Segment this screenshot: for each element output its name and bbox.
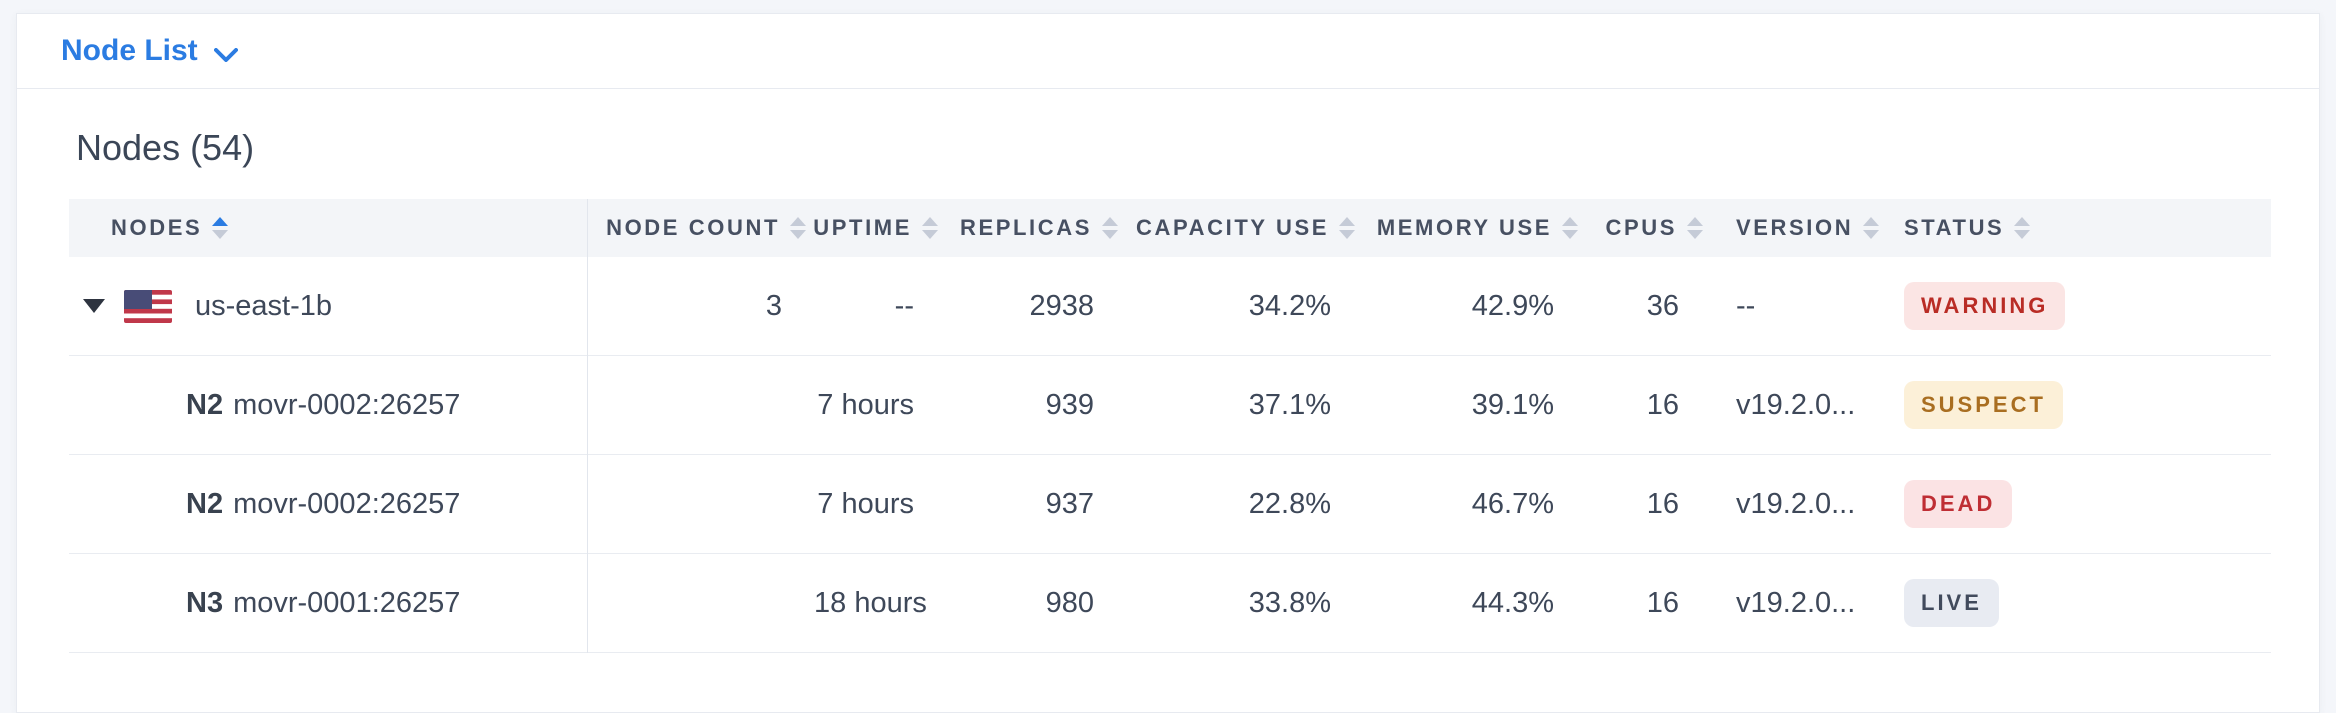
column-header-label: CPUS — [1605, 215, 1677, 240]
node-name-cell: N2 movr-0002:26257 — [69, 389, 587, 422]
sort-icon — [212, 217, 229, 239]
column-header-nodes[interactable]: NODES — [69, 199, 587, 257]
version-cell: -- — [1736, 289, 1756, 322]
status-cell: DEAD — [1881, 480, 2271, 528]
node-id: N2 — [186, 388, 224, 421]
capacity-use-cell: 22.8% — [1248, 487, 1331, 520]
version-cell: v19.2.0... — [1736, 586, 1856, 619]
version-cell: v19.2.0... — [1736, 487, 1856, 520]
replicas-cell: 2938 — [1029, 289, 1094, 322]
column-header-label: UPTIME — [813, 215, 912, 240]
memory-use-cell: 42.9% — [1471, 289, 1554, 322]
region-name-cell: us-east-1b — [69, 289, 587, 323]
column-header-capacity-use[interactable]: CAPACITY USE — [1126, 199, 1363, 257]
status-badge: SUSPECT — [1904, 381, 2063, 429]
capacity-use-cell: 33.8% — [1248, 586, 1331, 619]
view-selector-bar: Node List — [17, 14, 2319, 89]
table-row-node[interactable]: N2 movr-0002:26257 7 hours 939 37.1% 39.… — [69, 356, 2271, 455]
column-header-label: STATUS — [1904, 215, 2005, 240]
sort-icon — [1863, 217, 1880, 239]
us-flag-icon — [124, 289, 172, 323]
page-title: Nodes (54) — [76, 127, 255, 168]
uptime-cell: 7 hours — [817, 487, 914, 520]
column-header-replicas[interactable]: REPLICAS — [946, 199, 1126, 257]
view-dropdown[interactable]: Node List — [61, 32, 238, 70]
column-header-node-count[interactable]: NODE COUNT — [587, 199, 814, 257]
chevron-down-icon — [213, 36, 238, 70]
region-name: us-east-1b — [195, 289, 333, 322]
sort-icon — [1102, 217, 1118, 239]
cpus-cell: 36 — [1646, 289, 1679, 322]
sort-icon — [2014, 217, 2031, 239]
status-cell: WARNING — [1881, 282, 2271, 330]
collapse-caret-icon[interactable] — [83, 299, 105, 313]
node-count-cell: 3 — [765, 289, 782, 322]
node-id: N3 — [186, 586, 224, 619]
status-cell: SUSPECT — [1881, 381, 2271, 429]
sort-icon — [790, 217, 806, 239]
table-row-node[interactable]: N2 movr-0002:26257 7 hours 937 22.8% 46.… — [69, 455, 2271, 554]
column-header-label: CAPACITY USE — [1136, 215, 1329, 240]
memory-use-cell: 39.1% — [1471, 388, 1554, 421]
replicas-cell: 939 — [1045, 388, 1094, 421]
uptime-cell: -- — [894, 289, 914, 322]
status-badge: LIVE — [1904, 579, 1999, 627]
column-header-status[interactable]: STATUS — [1881, 199, 2271, 257]
memory-use-cell: 44.3% — [1471, 586, 1554, 619]
status-cell: LIVE — [1881, 579, 2271, 627]
cpus-cell: 16 — [1646, 487, 1679, 520]
column-header-label: NODE COUNT — [606, 215, 780, 240]
table-row-node[interactable]: N3 movr-0001:26257 18 hours 980 33.8% 44… — [69, 554, 2271, 653]
column-header-uptime[interactable]: UPTIME — [813, 199, 946, 257]
memory-use-cell: 46.7% — [1471, 487, 1554, 520]
column-header-label: REPLICAS — [959, 215, 1092, 240]
capacity-use-cell: 34.2% — [1248, 289, 1331, 322]
nodes-table: NODES NODE COUNT UPTIME REPLICAS CAPACIT… — [69, 199, 2271, 653]
node-address: movr-0001:26257 — [233, 586, 461, 619]
column-divider — [587, 199, 588, 653]
sort-icon — [922, 217, 938, 239]
node-address: movr-0002:26257 — [233, 487, 461, 520]
column-header-cpus[interactable]: CPUS — [1586, 199, 1711, 257]
node-list-card: Node List Nodes (54) NODES NODE COUNT UP… — [16, 13, 2320, 713]
column-header-label: MEMORY USE — [1376, 215, 1552, 240]
replicas-cell: 937 — [1045, 487, 1094, 520]
view-dropdown-label: Node List — [61, 34, 198, 67]
sort-icon — [1687, 217, 1703, 239]
capacity-use-cell: 37.1% — [1248, 388, 1331, 421]
table-row-region[interactable]: us-east-1b 3 -- 2938 34.2% 42.9% 36 -- W… — [69, 257, 2271, 356]
status-badge: DEAD — [1904, 480, 2013, 528]
node-id: N2 — [186, 487, 224, 520]
node-address: movr-0002:26257 — [233, 388, 461, 421]
table-header-row: NODES NODE COUNT UPTIME REPLICAS CAPACIT… — [69, 199, 2271, 257]
node-name-cell: N3 movr-0001:26257 — [69, 587, 587, 620]
version-cell: v19.2.0... — [1736, 388, 1856, 421]
node-name-cell: N2 movr-0002:26257 — [69, 488, 587, 521]
uptime-cell: 18 hours — [814, 586, 927, 619]
status-badge: WARNING — [1904, 282, 2066, 330]
cpus-cell: 16 — [1646, 586, 1679, 619]
column-header-version[interactable]: VERSION — [1711, 199, 1881, 257]
uptime-cell: 7 hours — [817, 388, 914, 421]
sort-icon — [1339, 217, 1355, 239]
cpus-cell: 16 — [1646, 388, 1679, 421]
column-header-memory-use[interactable]: MEMORY USE — [1363, 199, 1586, 257]
sort-icon — [1562, 217, 1578, 239]
column-header-label: NODES — [111, 215, 203, 240]
column-header-label: VERSION — [1736, 215, 1854, 240]
replicas-cell: 980 — [1045, 586, 1094, 619]
